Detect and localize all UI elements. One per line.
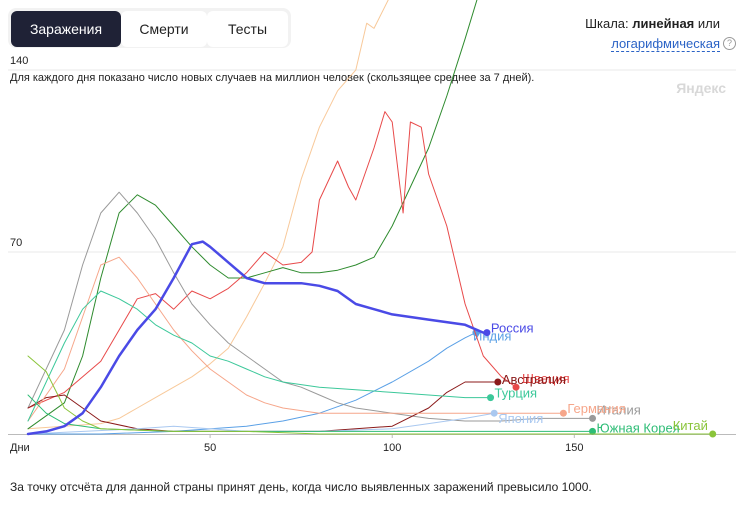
metric-tabs: Заражения Смерти Тесты xyxy=(8,8,291,48)
series-8-line xyxy=(27,290,491,422)
series-2-label: Россия xyxy=(491,321,534,336)
scale-prefix: Шкала: xyxy=(585,16,629,31)
series-2-end-dot xyxy=(483,329,491,337)
series-4-end-dot xyxy=(512,383,520,391)
scale-current-line: Шкала: линейная или xyxy=(585,14,720,34)
series-5-label: Италия xyxy=(597,402,641,417)
series-2-line xyxy=(26,240,489,436)
yandex-watermark: Яндекс xyxy=(676,80,726,96)
series-4-label: Швеция xyxy=(522,371,570,386)
series-0-line xyxy=(27,0,389,430)
y-tick-label: 140 xyxy=(10,55,28,67)
series-8-end-dot xyxy=(487,394,495,402)
series-1-line xyxy=(27,0,478,430)
x-tick-label: 150 xyxy=(565,442,583,454)
x-axis-label: Дни xyxy=(10,442,30,454)
log-scale-link[interactable]: логарифмическая xyxy=(611,36,720,52)
y-tick-label: 70 xyxy=(10,237,22,249)
series-7-label: Германия xyxy=(567,401,625,416)
scale-or: или xyxy=(697,16,720,31)
chart-description: Для каждого дня показано число новых слу… xyxy=(10,72,535,84)
series-6-end-dot xyxy=(494,378,502,386)
series-11-label: Китай xyxy=(673,418,708,433)
scale-current: линейная xyxy=(632,16,695,31)
x-tick-label: 50 xyxy=(204,442,216,454)
series-10-end-dot xyxy=(589,427,597,435)
tab-infections[interactable]: Заражения xyxy=(11,11,121,47)
series-5-end-dot xyxy=(589,414,597,422)
series-4-line xyxy=(27,111,517,409)
series-5-line xyxy=(27,191,593,422)
footnote: За точку отсчёта для данной страны приня… xyxy=(10,480,592,494)
series-6-label: Австралия xyxy=(502,372,566,387)
series-7-line xyxy=(27,256,564,422)
series-11-line xyxy=(27,355,714,435)
series-9-label: Япония xyxy=(498,411,543,426)
scale-alternative-line: логарифмическая xyxy=(585,34,720,54)
scale-selector: Шкала: линейная или логарифмическая xyxy=(585,14,720,54)
series-8-label: Турция xyxy=(495,386,538,401)
series-7-end-dot xyxy=(559,409,567,417)
tab-tests[interactable]: Тесты xyxy=(207,11,288,47)
help-icon[interactable]: ? xyxy=(723,37,736,50)
series-11-end-dot xyxy=(709,430,717,438)
series-3-line xyxy=(27,332,477,435)
tab-deaths[interactable]: Смерти xyxy=(121,11,207,47)
x-tick-label: 100 xyxy=(383,442,401,454)
series-10-label: Южная Корея xyxy=(597,420,680,435)
series-9-end-dot xyxy=(490,409,498,417)
